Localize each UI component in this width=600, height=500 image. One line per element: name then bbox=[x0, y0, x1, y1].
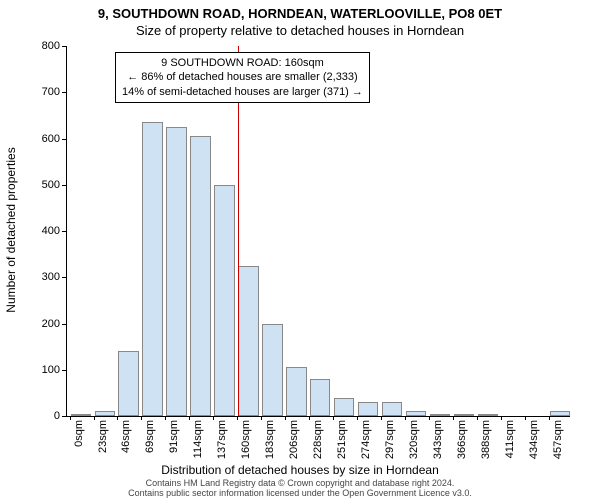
y-tick-mark bbox=[62, 231, 66, 232]
x-tick-mark bbox=[333, 416, 334, 420]
title-address: 9, SOUTHDOWN ROAD, HORNDEAN, WATERLOOVIL… bbox=[0, 0, 600, 21]
y-tick-mark bbox=[62, 324, 66, 325]
x-tick-mark bbox=[525, 416, 526, 420]
y-tick-mark bbox=[62, 46, 66, 47]
x-tick-label: 137sqm bbox=[216, 420, 228, 470]
histogram-bar bbox=[286, 367, 306, 416]
histogram-bar bbox=[358, 402, 378, 416]
x-tick-label: 434sqm bbox=[528, 420, 540, 470]
x-tick-label: 183sqm bbox=[264, 420, 276, 470]
x-tick-mark bbox=[381, 416, 382, 420]
footer-line2: Contains public sector information licen… bbox=[0, 488, 600, 498]
x-tick-label: 69sqm bbox=[144, 420, 156, 470]
x-tick-label: 160sqm bbox=[240, 420, 252, 470]
x-tick-label: 206sqm bbox=[288, 420, 300, 470]
histogram-bar bbox=[166, 127, 186, 416]
x-tick-label: 297sqm bbox=[384, 420, 396, 470]
y-tick-label: 100 bbox=[0, 364, 60, 376]
x-tick-label: 388sqm bbox=[480, 420, 492, 470]
x-tick-mark bbox=[405, 416, 406, 420]
y-tick-label: 600 bbox=[0, 133, 60, 145]
x-tick-mark bbox=[117, 416, 118, 420]
x-tick-mark bbox=[141, 416, 142, 420]
x-tick-mark bbox=[285, 416, 286, 420]
x-tick-mark bbox=[165, 416, 166, 420]
x-tick-label: 274sqm bbox=[360, 420, 372, 470]
histogram-bar bbox=[382, 402, 402, 416]
x-tick-mark bbox=[94, 416, 95, 420]
x-tick-label: 411sqm bbox=[504, 420, 516, 470]
y-tick-label: 800 bbox=[0, 40, 60, 52]
y-tick-label: 200 bbox=[0, 318, 60, 330]
chart-container: 9, SOUTHDOWN ROAD, HORNDEAN, WATERLOOVIL… bbox=[0, 0, 600, 500]
x-tick-mark bbox=[309, 416, 310, 420]
histogram-bar bbox=[238, 266, 258, 416]
x-tick-label: 91sqm bbox=[168, 420, 180, 470]
y-tick-label: 0 bbox=[0, 410, 60, 422]
y-tick-mark bbox=[62, 277, 66, 278]
y-tick-mark bbox=[62, 416, 66, 417]
x-tick-mark bbox=[549, 416, 550, 420]
x-tick-mark bbox=[477, 416, 478, 420]
x-tick-mark bbox=[189, 416, 190, 420]
y-tick-label: 400 bbox=[0, 225, 60, 237]
y-tick-label: 700 bbox=[0, 86, 60, 98]
x-tick-mark bbox=[501, 416, 502, 420]
x-tick-mark bbox=[261, 416, 262, 420]
histogram-bar bbox=[310, 379, 330, 416]
x-tick-label: 228sqm bbox=[312, 420, 324, 470]
histogram-bar bbox=[262, 324, 282, 417]
x-tick-mark bbox=[213, 416, 214, 420]
histogram-bar bbox=[334, 398, 354, 417]
histogram-bar bbox=[95, 411, 115, 416]
histogram-bar bbox=[550, 411, 570, 416]
x-tick-label: 251sqm bbox=[336, 420, 348, 470]
histogram-bar bbox=[454, 414, 474, 416]
histogram-bar bbox=[478, 414, 498, 416]
annotation-box: 9 SOUTHDOWN ROAD: 160sqm ← 86% of detach… bbox=[115, 52, 370, 103]
x-tick-label: 23sqm bbox=[97, 420, 109, 470]
x-tick-mark bbox=[453, 416, 454, 420]
x-tick-label: 320sqm bbox=[408, 420, 420, 470]
histogram-bar bbox=[430, 414, 450, 416]
footer: Contains HM Land Registry data © Crown c… bbox=[0, 478, 600, 498]
x-tick-mark bbox=[237, 416, 238, 420]
x-tick-mark bbox=[70, 416, 71, 420]
y-tick-label: 300 bbox=[0, 271, 60, 283]
histogram-bar bbox=[406, 411, 426, 416]
histogram-bar bbox=[190, 136, 210, 416]
x-tick-mark bbox=[357, 416, 358, 420]
plot-area: 9 SOUTHDOWN ROAD: 160sqm ← 86% of detach… bbox=[66, 46, 570, 417]
y-tick-label: 500 bbox=[0, 179, 60, 191]
annotation-line1: 9 SOUTHDOWN ROAD: 160sqm bbox=[122, 56, 363, 70]
y-tick-mark bbox=[62, 370, 66, 371]
x-tick-label: 457sqm bbox=[552, 420, 564, 470]
x-tick-label: 114sqm bbox=[192, 420, 204, 470]
x-tick-mark bbox=[429, 416, 430, 420]
histogram-bar bbox=[142, 122, 162, 416]
x-tick-label: 46sqm bbox=[120, 420, 132, 470]
x-tick-label: 343sqm bbox=[432, 420, 444, 470]
histogram-bar bbox=[71, 414, 91, 416]
histogram-bar bbox=[214, 185, 234, 416]
y-tick-mark bbox=[62, 92, 66, 93]
footer-line1: Contains HM Land Registry data © Crown c… bbox=[0, 478, 600, 488]
title-subtitle: Size of property relative to detached ho… bbox=[0, 21, 600, 38]
y-tick-mark bbox=[62, 139, 66, 140]
x-tick-label: 366sqm bbox=[456, 420, 468, 470]
annotation-line2: ← 86% of detached houses are smaller (2,… bbox=[122, 70, 363, 84]
y-tick-mark bbox=[62, 185, 66, 186]
annotation-line3: 14% of semi-detached houses are larger (… bbox=[122, 85, 363, 99]
x-tick-label: 0sqm bbox=[73, 420, 85, 470]
histogram-bar bbox=[118, 351, 138, 416]
